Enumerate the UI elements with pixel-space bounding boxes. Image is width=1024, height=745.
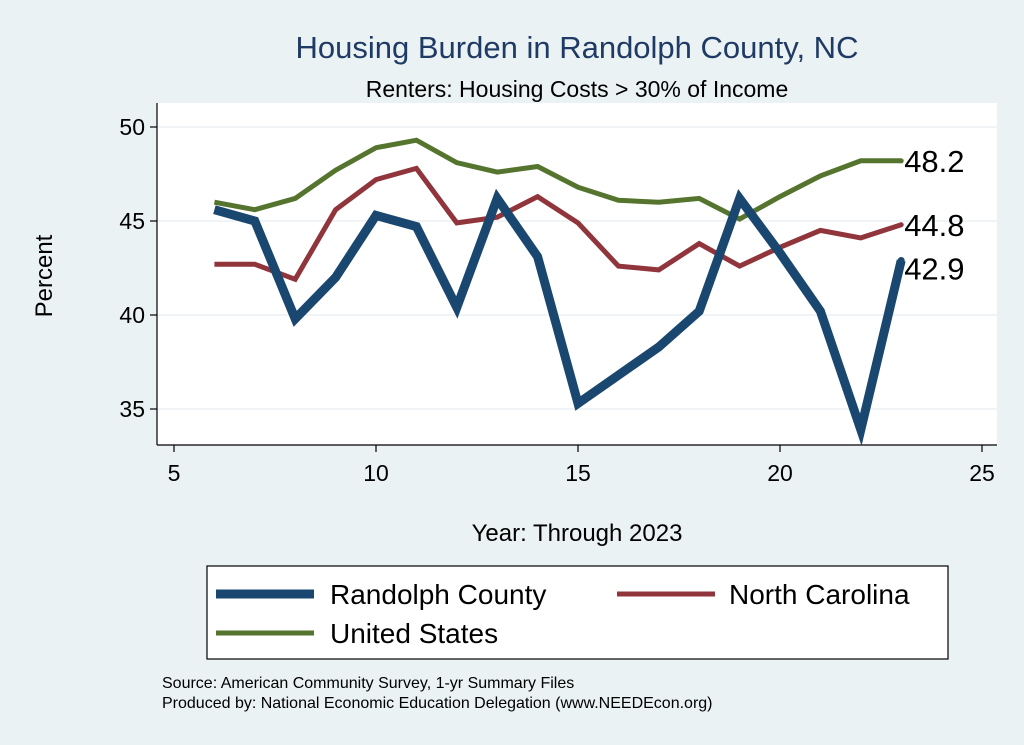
chart-title: Housing Burden in Randolph County, NC [296, 30, 859, 65]
end-label-north-carolina: 44.8 [904, 208, 964, 243]
series-line-united-states [213, 137, 902, 222]
source-note: Source: American Community Survey, 1-yr … [162, 675, 574, 692]
x-tick-label-5: 5 [168, 460, 181, 486]
y-tick-label-45: 45 [119, 208, 145, 234]
legend-label-north-carolina: North Carolina [729, 579, 910, 610]
end-label-united-states: 48.2 [904, 144, 964, 179]
legend-label-randolph-county: Randolph County [330, 579, 546, 610]
producer-note: Produced by: National Economic Education… [162, 695, 713, 712]
legend-box [206, 565, 949, 660]
y-axis-label: Percent [31, 234, 58, 317]
end-point-randolph-county [897, 256, 905, 264]
y-tick-label-35: 35 [119, 396, 145, 422]
legend: Randolph County North Carolina United St… [206, 565, 949, 660]
x-tick-label-25: 25 [969, 460, 995, 486]
end-point-north-carolina [898, 222, 904, 228]
y-tick-label-40: 40 [119, 302, 145, 328]
legend-label-united-states: United States [330, 618, 498, 649]
end-label-randolph-county: 42.9 [904, 251, 964, 286]
series-line-randolph-county [213, 188, 906, 446]
x-tick-label-20: 20 [767, 460, 793, 486]
x-tick-label-10: 10 [363, 460, 389, 486]
axes: 35 40 45 50 5 10 15 20 25 [119, 103, 997, 486]
x-axis-label: Year: Through 2023 [472, 520, 683, 547]
x-tick-label-15: 15 [565, 460, 591, 486]
end-labels: 48.2 44.8 42.9 [897, 144, 965, 286]
end-point-united-states [898, 158, 904, 164]
series-line-north-carolina [214, 165, 902, 283]
chart-subtitle: Renters: Housing Costs > 30% of Income [366, 76, 789, 102]
series-lines [213, 137, 906, 446]
y-tick-label-50: 50 [119, 114, 145, 140]
